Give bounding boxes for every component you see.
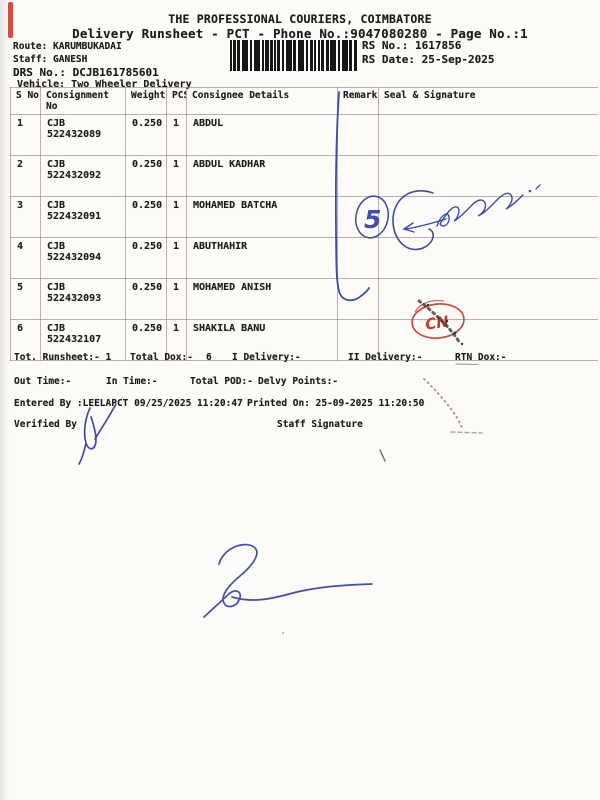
rtn-dox-label: RTN Dox:- [455,352,507,363]
route-line: Route: KARUMBUKADAI [13,41,122,52]
tot-runsheet-label: Tot. Runsheet:- 1 [14,352,112,363]
barcode-image [230,40,357,71]
cell-consignment-no: CJB 522432092 [40,155,126,197]
rs-no-line: RS No.: 1617856 [362,39,462,52]
cell-consignee: ABUTHAHIR [186,237,338,279]
cell-s-no: 4 [10,237,41,279]
cell-seal-signature [378,196,598,238]
cell-consignee: ABDUL [186,114,338,156]
cell-consignee: MOHAMED BATCHA [186,196,338,238]
verified-checkmark-ink [78,403,117,465]
col-header-remarks: Remarks [337,87,379,115]
scan-edge-shadow [0,0,10,800]
cell-consignment-no: CJB 522432107 [40,319,126,361]
cell-pcs: 1 [166,237,187,279]
cell-consignee: MOHAMED ANISH [186,278,338,320]
rs-date-line: RS Date: 25-Sep-2025 [362,53,495,66]
cell-seal-signature [378,114,598,156]
staff-line: Staff: GANESH [13,54,88,65]
cell-weight: 0.250 [125,155,167,197]
staff-signature-label: Staff Signature [277,419,363,430]
table-row: 5 CJB 522432093 0.250 1 MOHAMED ANISH [10,278,598,320]
col-header-weight: Weight [125,87,167,115]
ii-delivery-label: II Delivery:- [348,352,423,363]
cell-pcs: 1 [166,114,187,156]
col-header-consignee-details: Consignee Details [186,87,338,115]
cell-consignment-no: CJB 522432089 [40,114,126,156]
cell-remarks [337,196,379,238]
cell-s-no: 2 [10,155,41,197]
cell-weight: 0.250 [125,319,167,361]
i-delivery-label: I Delivery:- [232,352,301,363]
vehicle-line: Vehicle: Two Wheeler Delivery [17,79,192,90]
table-header-row: S No Consignment No Weight PCS Consignee… [10,87,598,115]
cell-weight: 0.250 [125,196,167,238]
cell-consignment-no: CJB 522432093 [40,278,126,320]
table-row: 1 CJB 522432089 0.250 1 ABDUL [10,114,598,156]
cell-consignee: ABDUL KADHAR [186,155,338,197]
cell-weight: 0.250 [125,114,167,156]
table-row: 3 CJB 522432091 0.250 1 MOHAMED BATCHA [10,196,598,238]
cell-s-no: 1 [10,114,41,156]
cell-seal-signature [378,155,598,197]
delvy-points-label: Delvy Points:- [258,376,339,387]
delivery-table: S No Consignment No Weight PCS Consignee… [10,87,598,361]
entered-by-line: Entered By :LEELAPCT 09/25/2025 11:20:47 [14,398,243,409]
total-dox-label: Total Dox:- [130,352,193,363]
cell-consignment-no: CJB 522432094 [40,237,126,279]
cell-remarks [337,278,379,320]
cell-remarks [337,114,379,156]
cell-remarks [337,155,379,197]
table-row: 6 CJB 522432107 0.250 1 SHAKILA BANU [10,319,598,361]
red-edge-mark [8,2,13,38]
cell-pcs: 1 [166,155,187,197]
cell-weight: 0.250 [125,237,167,279]
cell-consignment-no: CJB 522432091 [40,196,126,238]
page-subtitle: Delivery Runsheet - PCT - Phone No.:9047… [72,26,528,41]
cell-remarks [337,319,379,361]
printed-on-line: Printed On: 25-09-2025 11:20:50 [247,398,425,409]
cell-pcs: 1 [166,278,187,320]
total-pod-label: Total POD:- [190,376,253,387]
cell-s-no: 3 [10,196,41,238]
table-row: 4 CJB 522432094 0.250 1 ABUTHAHIR [10,237,598,279]
cell-seal-signature [378,237,598,279]
cell-weight: 0.250 [125,278,167,320]
signature-stray-dot [282,632,284,634]
cell-seal-signature [378,278,598,320]
page-title: THE PROFESSIONAL COURIERS, COIMBATORE [168,12,432,26]
in-time-label: In Time:- [106,376,158,387]
total-dox-value: 6 [206,352,212,363]
cell-pcs: 1 [166,196,187,238]
smudge-marks [379,363,483,462]
cell-s-no: 5 [10,278,41,320]
col-header-pcs: PCS [166,87,187,115]
col-header-consignment-no: Consignment No [40,87,126,115]
staff-signature-ink [203,543,373,618]
cell-remarks [337,237,379,279]
cell-consignee: SHAKILA BANU [186,319,338,361]
out-time-label: Out Time:- [14,376,72,387]
col-header-s-no: S No [10,87,41,115]
col-header-seal-signature: Seal & Signature [378,87,598,115]
drs-no-line: DRS No.: DCJB161785601 [13,66,159,79]
verified-by-label: Verified By [14,419,77,430]
table-row: 2 CJB 522432092 0.250 1 ABDUL KADHAR [10,155,598,197]
